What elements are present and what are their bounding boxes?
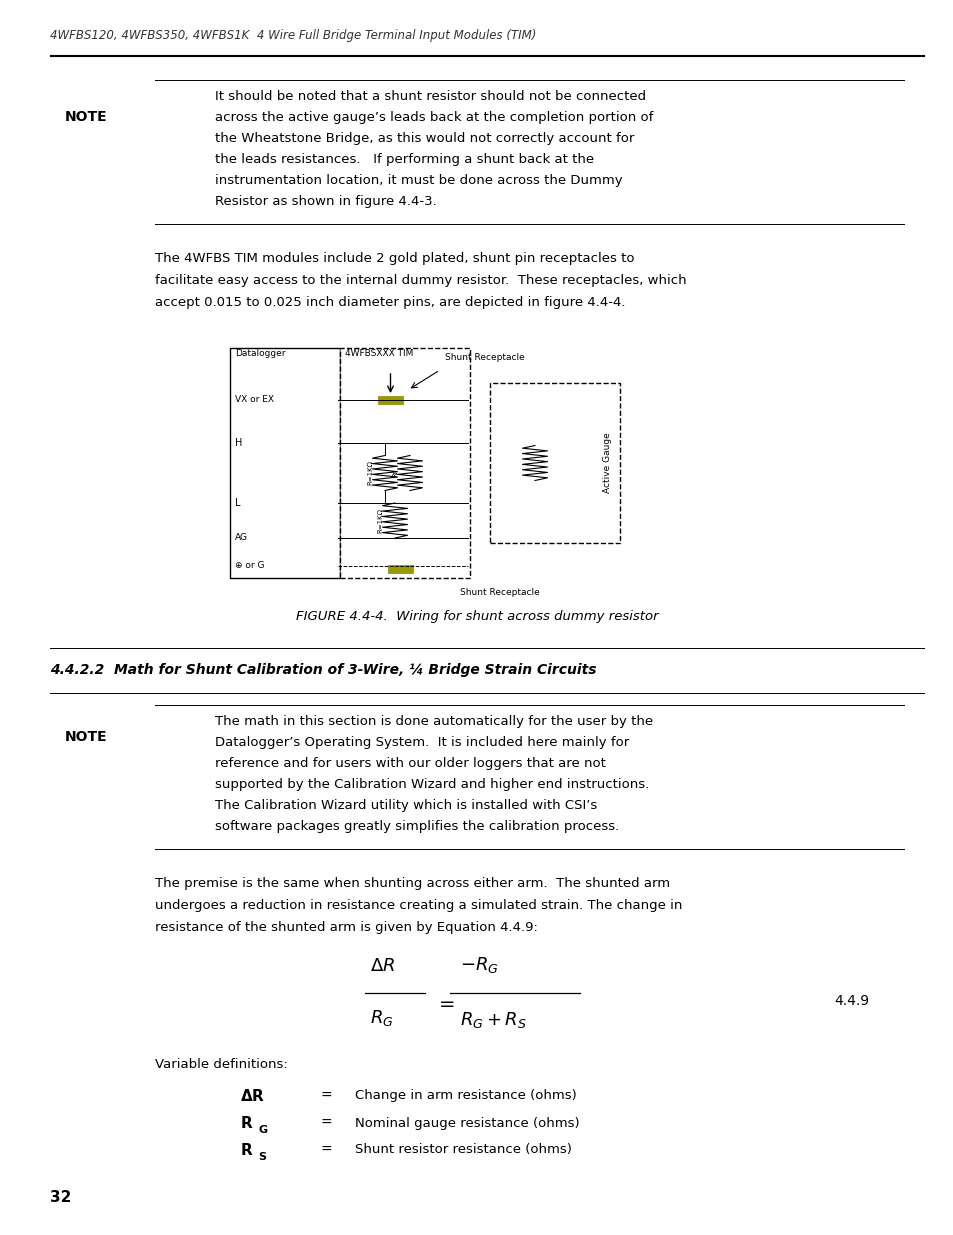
Text: FIGURE 4.4-4.  Wiring for shunt across dummy resistor: FIGURE 4.4-4. Wiring for shunt across du… [295, 610, 658, 622]
Text: The premise is the same when shunting across either arm.  The shunted arm: The premise is the same when shunting ac… [154, 877, 669, 890]
Text: across the active gauge’s leads back at the completion portion of: across the active gauge’s leads back at … [214, 111, 653, 124]
Text: R=1KΩ: R=1KΩ [376, 508, 382, 534]
Text: reference and for users with our older loggers that are not: reference and for users with our older l… [214, 757, 605, 769]
Bar [490, 383, 619, 543]
Text: =: = [319, 1116, 332, 1130]
Text: VX or EX: VX or EX [234, 395, 274, 405]
Text: H: H [234, 438, 242, 448]
Text: the leads resistances.   If performing a shunt back at the: the leads resistances. If performing a s… [214, 153, 594, 165]
Text: $\mathbf{\Delta R}$: $\mathbf{\Delta R}$ [240, 1088, 265, 1104]
Text: NOTE: NOTE [65, 730, 108, 743]
Text: 4WFBSXXX TIM: 4WFBSXXX TIM [345, 350, 413, 358]
Text: R=1KΩ: R=1KΩ [367, 461, 373, 485]
Text: $\mathbf{R}$: $\mathbf{R}$ [240, 1142, 253, 1158]
Text: $\mathbf{G}$: $\mathbf{G}$ [257, 1123, 268, 1135]
Text: accept 0.015 to 0.025 inch diameter pins, are depicted in figure 4.4-4.: accept 0.015 to 0.025 inch diameter pins… [154, 296, 625, 309]
Text: L: L [234, 498, 240, 508]
Text: the Wheatstone Bridge, as this would not correctly account for: the Wheatstone Bridge, as this would not… [214, 132, 634, 144]
Text: The math in this section is done automatically for the user by the: The math in this section is done automat… [214, 715, 653, 727]
Text: Shunt resistor resistance (ohms): Shunt resistor resistance (ohms) [355, 1144, 571, 1156]
Text: instrumentation location, it must be done across the Dummy: instrumentation location, it must be don… [214, 174, 622, 186]
Text: facilitate easy access to the internal dummy resistor.  These receptacles, which: facilitate easy access to the internal d… [154, 274, 686, 287]
Text: The 4WFBS TIM modules include 2 gold plated, shunt pin receptacles to: The 4WFBS TIM modules include 2 gold pla… [154, 252, 634, 266]
Text: Datalogger: Datalogger [234, 350, 285, 358]
Text: Nominal gauge resistance (ohms): Nominal gauge resistance (ohms) [355, 1116, 579, 1130]
Text: $\mathbf{R}$: $\mathbf{R}$ [240, 1115, 253, 1131]
Text: Resistor as shown in figure 4.4-3.: Resistor as shown in figure 4.4-3. [214, 195, 436, 207]
Text: $=$: $=$ [435, 994, 455, 1011]
Text: NOTE: NOTE [65, 110, 108, 124]
Text: Datalogger’s Operating System.  It is included here mainly for: Datalogger’s Operating System. It is inc… [214, 736, 629, 748]
Text: =: = [319, 1144, 332, 1157]
Text: Change in arm resistance (ohms): Change in arm resistance (ohms) [355, 1089, 577, 1103]
Bar [230, 348, 339, 578]
Text: =: = [319, 1089, 332, 1103]
Text: supported by the Calibration Wizard and higher end instructions.: supported by the Calibration Wizard and … [214, 778, 649, 790]
Text: $\Delta R$: $\Delta R$ [370, 957, 395, 974]
Text: software packages greatly simplifies the calibration process.: software packages greatly simplifies the… [214, 820, 618, 832]
Text: 4.4.9: 4.4.9 [833, 994, 868, 1008]
Text: The Calibration Wizard utility which is installed with CSI’s: The Calibration Wizard utility which is … [214, 799, 597, 811]
Bar [388, 564, 413, 573]
Text: 32: 32 [50, 1191, 71, 1205]
Text: Shunt Receptacle: Shunt Receptacle [444, 353, 524, 362]
Text: ⊕ or G: ⊕ or G [234, 562, 264, 571]
Text: undergoes a reduction in resistance creating a simulated strain. The change in: undergoes a reduction in resistance crea… [154, 899, 681, 911]
Text: Shunt Receptacle: Shunt Receptacle [459, 588, 539, 597]
Text: $R_G + R_S$: $R_G + R_S$ [459, 1010, 526, 1030]
Text: Active Gauge: Active Gauge [603, 432, 612, 493]
Text: Rr: Rr [392, 469, 397, 477]
Text: 4.4.2.2  Math for Shunt Calibration of 3-Wire, ¼ Bridge Strain Circuits: 4.4.2.2 Math for Shunt Calibration of 3-… [50, 663, 596, 677]
Text: $\mathbf{S}$: $\mathbf{S}$ [257, 1150, 267, 1162]
Bar [377, 396, 402, 404]
Text: $R_G$: $R_G$ [370, 1008, 394, 1028]
Bar [339, 348, 470, 578]
Text: 4WFBS120, 4WFBS350, 4WFBS1K  4 Wire Full Bridge Terminal Input Modules (TIM): 4WFBS120, 4WFBS350, 4WFBS1K 4 Wire Full … [50, 28, 536, 42]
Text: AG: AG [234, 534, 248, 542]
Text: resistance of the shunted arm is given by Equation 4.4.9:: resistance of the shunted arm is given b… [154, 921, 537, 934]
Text: $-R_G$: $-R_G$ [459, 955, 498, 974]
Text: It should be noted that a shunt resistor should not be connected: It should be noted that a shunt resistor… [214, 90, 645, 103]
Text: Variable definitions:: Variable definitions: [154, 1058, 288, 1071]
